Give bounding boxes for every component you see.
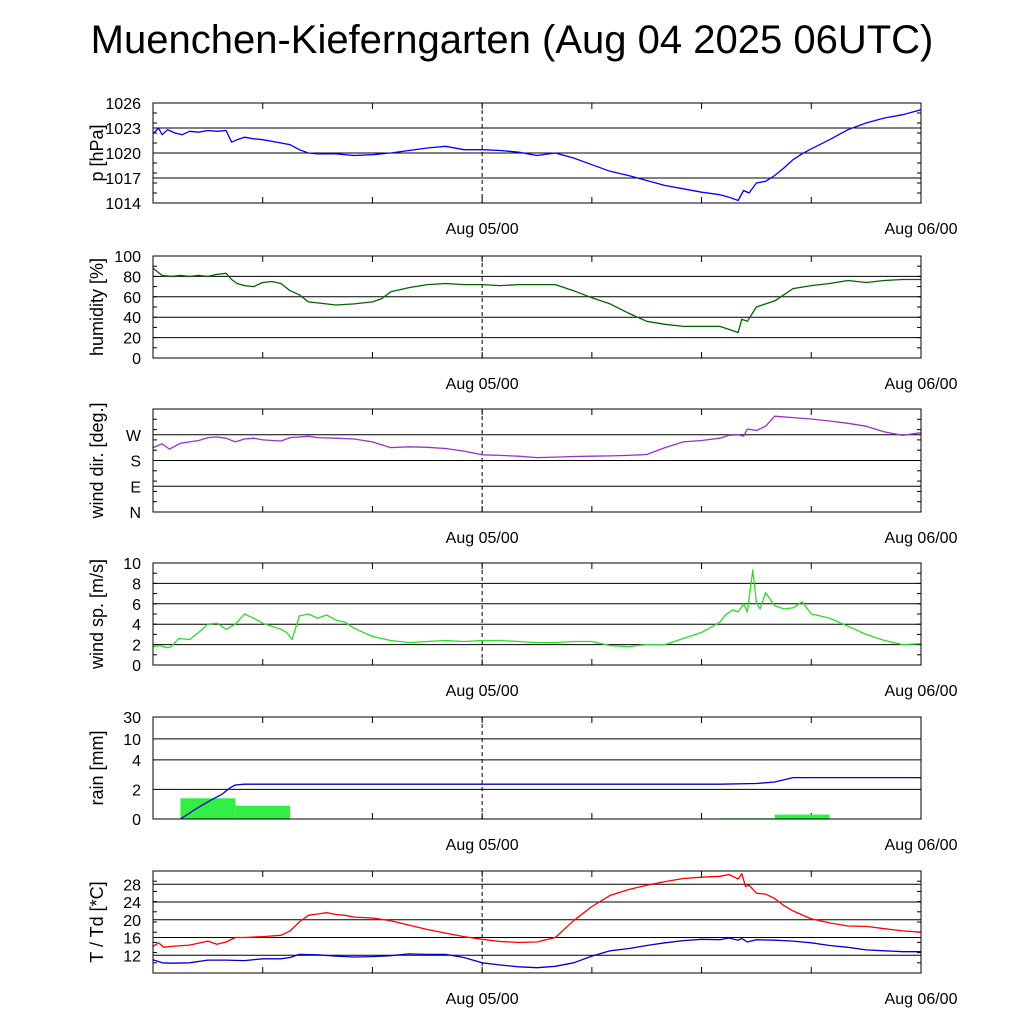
rain-plot-frame bbox=[152, 716, 922, 820]
temperature-xtick-label: Aug 06/00 bbox=[885, 991, 958, 1008]
humidity-plot-frame bbox=[152, 255, 922, 359]
wind-speed-ytick-label: 6 bbox=[132, 597, 141, 614]
temperature-series-line-t bbox=[152, 873, 922, 948]
wind-speed-panel: 0 2 4 6 8 10 Aug 05/00 Aug 06/00 wind sp. [m/s] bbox=[87, 556, 958, 700]
wind-direction-series-line bbox=[152, 415, 922, 459]
rain-ytick-label: 4 bbox=[132, 753, 141, 770]
temperature-xtick-label: Aug 05/00 bbox=[446, 991, 519, 1008]
humidity-xtick-label: Aug 06/00 bbox=[885, 376, 958, 393]
rain-bar bbox=[235, 805, 291, 819]
pressure-ytick-label: 1026 bbox=[105, 96, 141, 113]
humidity-series-line bbox=[152, 267, 921, 334]
wind-direction-ytick-label: E bbox=[130, 479, 141, 496]
rain-bar bbox=[180, 798, 236, 819]
humidity-panel: 0 20 40 60 80 100 Aug 05/00 Aug 06/00 humidity [… bbox=[87, 249, 958, 393]
rain-panel: 0 2 4 10 30 Aug 05/00 Aug 06/00 rain [mm] bbox=[87, 710, 958, 854]
wind-speed-ytick-label: 2 bbox=[132, 638, 141, 655]
wind-speed-ylabel: wind sp. [m/s] bbox=[87, 559, 107, 670]
wind-direction-ylabel: wind dir. [deg.] bbox=[87, 402, 107, 519]
rain-ylabel: rain [mm] bbox=[87, 730, 107, 805]
rain-ytick-label: 2 bbox=[132, 782, 141, 799]
rain-ytick-label: 0 bbox=[132, 812, 141, 829]
wind-direction-ytick-label: S bbox=[130, 454, 141, 471]
rain-ytick-label: 10 bbox=[123, 732, 141, 749]
temperature-ytick-label: 12 bbox=[123, 948, 141, 965]
temperature-ytick-label: 28 bbox=[123, 877, 141, 894]
pressure-plot-frame bbox=[152, 102, 922, 204]
wind-direction-plot-frame bbox=[152, 408, 922, 513]
temperature-ytick-label: 20 bbox=[123, 913, 141, 930]
pressure-ytick-label: 1023 bbox=[105, 121, 141, 138]
pressure-ytick-label: 1020 bbox=[105, 146, 141, 163]
humidity-ytick-label: 20 bbox=[123, 331, 141, 348]
wind-speed-series-line bbox=[152, 569, 922, 649]
pressure-series-line bbox=[152, 109, 922, 202]
wind-direction-xtick-label: Aug 06/00 bbox=[885, 530, 958, 547]
temperature-plot-frame bbox=[152, 870, 922, 974]
rain-ytick-label: 30 bbox=[123, 710, 141, 727]
rain-bar bbox=[774, 814, 830, 819]
humidity-xtick-label: Aug 05/00 bbox=[446, 376, 519, 393]
humidity-ytick-label: 100 bbox=[114, 249, 141, 266]
humidity-ytick-label: 0 bbox=[132, 351, 141, 368]
humidity-ytick-label: 60 bbox=[123, 290, 141, 307]
temperature-ylabel: T / Td [*C] bbox=[87, 881, 107, 962]
humidity-ytick-label: 40 bbox=[123, 310, 141, 327]
temperature-series-line-td bbox=[152, 937, 921, 969]
wind-speed-ytick-label: 0 bbox=[132, 658, 141, 675]
temperature-ytick-label: 24 bbox=[123, 895, 141, 912]
wind-speed-xtick-label: Aug 05/00 bbox=[446, 683, 519, 700]
pressure-xtick-label: Aug 06/00 bbox=[885, 221, 958, 238]
wind-direction-ytick-label: N bbox=[129, 505, 141, 522]
humidity-ylabel: humidity [%] bbox=[87, 258, 107, 356]
pressure-ytick-label: 1014 bbox=[105, 196, 141, 213]
chart-title: Muenchen-Kieferngarten (Aug 04 2025 06UT… bbox=[90, 18, 934, 62]
pressure-panel: 1014 1017 1020 1023 1026 Aug 05/00 Aug 06/00 p … bbox=[87, 96, 958, 238]
wind-direction-ytick-label: W bbox=[126, 428, 142, 445]
wind-speed-xtick-label: Aug 06/00 bbox=[885, 683, 958, 700]
wind-speed-ytick-label: 8 bbox=[132, 576, 141, 593]
rain-xtick-label: Aug 06/00 bbox=[885, 837, 958, 854]
pressure-xtick-label: Aug 05/00 bbox=[446, 221, 519, 238]
wind-direction-xtick-label: Aug 05/00 bbox=[446, 530, 519, 547]
wind-speed-ytick-label: 4 bbox=[132, 617, 141, 634]
rain-series-line bbox=[180, 776, 921, 820]
wind-speed-plot-frame bbox=[152, 562, 922, 666]
temperature-ytick-label: 16 bbox=[123, 931, 141, 948]
rain-xtick-label: Aug 05/00 bbox=[446, 837, 519, 854]
pressure-ylabel: p [hPa] bbox=[87, 124, 107, 181]
humidity-ytick-label: 80 bbox=[123, 269, 141, 286]
wind-speed-ytick-label: 10 bbox=[123, 556, 141, 573]
pressure-ytick-label: 1017 bbox=[105, 171, 141, 188]
